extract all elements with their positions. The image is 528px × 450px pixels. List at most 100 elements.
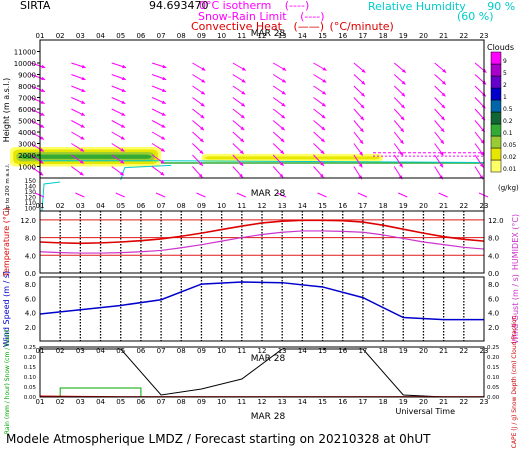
- legend-snowrain: Snow-Rain Limit (----): [198, 11, 325, 22]
- wind-arrow-head: [479, 163, 484, 168]
- wind-arrow-head: [200, 90, 205, 95]
- temp-tick-label: 12.0: [20, 217, 36, 225]
- bottom-hour-label: 22: [459, 398, 468, 406]
- wind-arrow-head: [319, 173, 324, 178]
- wind-axis-label: Wind Speed (m / s): [2, 271, 11, 347]
- precip-panel-frame: [39, 346, 485, 398]
- wind-arrow-head: [322, 79, 327, 83]
- top-hour-label: 04: [96, 32, 105, 40]
- top-hour-label: 13: [278, 32, 287, 40]
- temperature-line: [39, 219, 485, 245]
- wind-arrow-head: [399, 151, 404, 156]
- wind-arrow-head: [81, 76, 86, 81]
- wind-arrow-head: [400, 104, 405, 109]
- wind-arrow-head: [321, 114, 326, 119]
- mid-hour-label: 15: [318, 202, 327, 210]
- wind-arrow-head: [80, 148, 85, 152]
- bottom-top-hour-label: 14: [298, 347, 307, 355]
- bottom-top-hour-label: 15: [318, 347, 327, 355]
- wind-arrow-head: [280, 150, 284, 154]
- bottom-top-hour-label: 02: [56, 347, 65, 355]
- wind-arrow-head: [198, 173, 203, 178]
- temp-tick-label: 4.0: [25, 252, 36, 260]
- wind-arrow-head: [201, 79, 206, 83]
- bottom-hour-label: 06: [136, 398, 145, 406]
- cape-tick-label: 0.10: [487, 375, 500, 381]
- colorbar-tick-label: 1: [503, 94, 507, 101]
- mid-hour-label: 01: [36, 202, 45, 210]
- bottom-hour-label: 10: [217, 398, 226, 406]
- wind-tick-label: 8.0: [25, 281, 36, 289]
- bottom-hour-label: 04: [96, 398, 105, 406]
- wind-arrow-head: [321, 102, 326, 107]
- height-tick-label: 10000: [14, 60, 36, 68]
- legend-rh: Relative Humidity 90 %: [368, 1, 515, 12]
- mid-hour-label: 08: [177, 202, 186, 210]
- bottom-hour-label: 14: [298, 398, 307, 406]
- legend-rh-60: (60 %): [457, 10, 494, 23]
- gust-tick-label: 6.0: [488, 295, 499, 303]
- top-hour-label: 15: [318, 32, 327, 40]
- wind-arrow-head: [120, 136, 125, 140]
- humidex-tick-label: 8.0: [488, 235, 499, 243]
- cloud-fraction-line: [40, 348, 484, 398]
- wind-arrow-head: [399, 163, 403, 168]
- gust-axis-label: Wind Gust (m / s): [511, 274, 520, 344]
- height-tick-label: 9000: [18, 72, 36, 80]
- wind-arrow-low: [398, 192, 408, 198]
- wind-arrow-head: [241, 90, 246, 95]
- bottom-top-hour-label: 10: [217, 347, 226, 355]
- wind-arrow-head: [39, 136, 44, 140]
- wind-arrow-head: [439, 151, 444, 156]
- legend-isotherm: 0°C isotherm (----): [199, 0, 309, 11]
- temp-tick-label: 0.0: [25, 270, 36, 278]
- wind-arrow-head: [441, 104, 446, 109]
- bottom-hour-label: 15: [318, 398, 327, 406]
- colorbar-swatch: [490, 51, 502, 65]
- wind-arrow-head: [281, 79, 286, 83]
- bottom-hour-label: 20: [419, 398, 428, 406]
- cloud-layer-band: [19, 154, 152, 159]
- rh-contour-60: [120, 164, 172, 181]
- precip-tick-label: 0.10: [24, 375, 37, 381]
- wind-arrow-head: [399, 139, 404, 144]
- colorbar-swatch: [490, 123, 502, 137]
- bottom-top-hour-label: 12: [258, 347, 267, 355]
- bottom-top-hour-label: 03: [76, 347, 85, 355]
- mid-hour-label: 09: [197, 202, 206, 210]
- wind-arrow-low: [317, 192, 327, 198]
- bottom-hour-label: 11: [237, 398, 246, 406]
- humidex-axis-label: HUMIDEX (°C): [511, 214, 520, 270]
- wind-arrow-head: [41, 64, 46, 69]
- top-hour-label: 17: [358, 32, 367, 40]
- wind-arrow-head: [161, 124, 166, 128]
- height-tick-label: 11000: [14, 49, 36, 57]
- precip-tick-label: 0.20: [24, 355, 37, 361]
- wind-arrow-head: [80, 136, 85, 140]
- colorbar-tick-label: 0.1: [503, 130, 513, 137]
- cape-tick-label: 0.05: [487, 385, 500, 391]
- mid-hour-label: 19: [399, 202, 408, 210]
- mid-hour-label: 10: [217, 202, 226, 210]
- colorbar-tick-label: 0.5: [503, 106, 513, 113]
- temp-axis-label: Temperature (°C): [2, 207, 11, 277]
- wind-arrow-head: [81, 88, 86, 92]
- wind-arrow-head: [359, 139, 364, 144]
- height-tick-label: 4000: [18, 129, 36, 137]
- colorbar-swatch: [490, 135, 502, 149]
- colorbar-unit: (g/kg): [498, 184, 519, 192]
- colorbar-swatch: [490, 159, 502, 173]
- wind-arrow-head: [360, 92, 365, 97]
- precip-tick-label: 0.15: [24, 365, 37, 371]
- wind-arrow-head: [199, 150, 204, 154]
- wind-arrow-low: [75, 192, 85, 198]
- height-axis-label: Height (m a.s.l.): [2, 78, 11, 143]
- mid-hour-label: 12: [258, 202, 267, 210]
- wind-speed-line: [39, 281, 484, 321]
- height-tick-label: 6000: [18, 106, 36, 114]
- wind-arrow-head: [119, 171, 124, 176]
- wind-arrow-head: [239, 161, 244, 166]
- wind-arrow-head: [441, 92, 446, 97]
- wind-arrow-head: [40, 124, 45, 128]
- top-hour-label: 02: [56, 32, 65, 40]
